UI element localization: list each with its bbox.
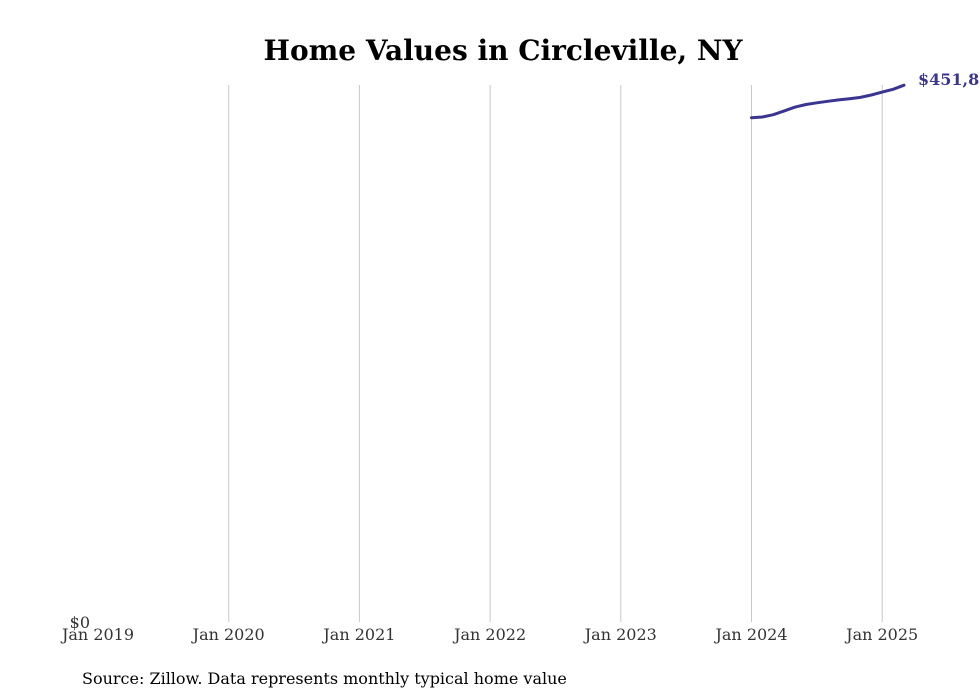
x-tick-label: Jan 2024: [713, 625, 787, 644]
x-tick-label: Jan 2025: [844, 625, 918, 644]
y-axis-tick-labels: $0: [70, 613, 90, 632]
x-axis-tick-labels: Jan 2019 Jan 2020 Jan 2021 Jan 2022 Jan 2023…: [60, 625, 918, 644]
source-note: Source: Zillow. Data represents monthly …: [82, 669, 567, 688]
chart-title: Home Values in Circleville, NY: [264, 34, 744, 67]
x-tick-label: Jan 2021: [321, 625, 395, 644]
end-value-label: $451,8: [918, 70, 979, 89]
series-layer: [750, 83, 906, 120]
y-tick-label: $0: [70, 613, 90, 632]
x-tick-label: Jan 2019: [60, 625, 134, 644]
vertical-gridlines: [228, 85, 883, 622]
x-tick-label: Jan 2023: [583, 625, 657, 644]
x-tick-label: Jan 2020: [191, 625, 265, 644]
x-tick-label: Jan 2022: [452, 625, 526, 644]
series-line: [750, 83, 906, 120]
